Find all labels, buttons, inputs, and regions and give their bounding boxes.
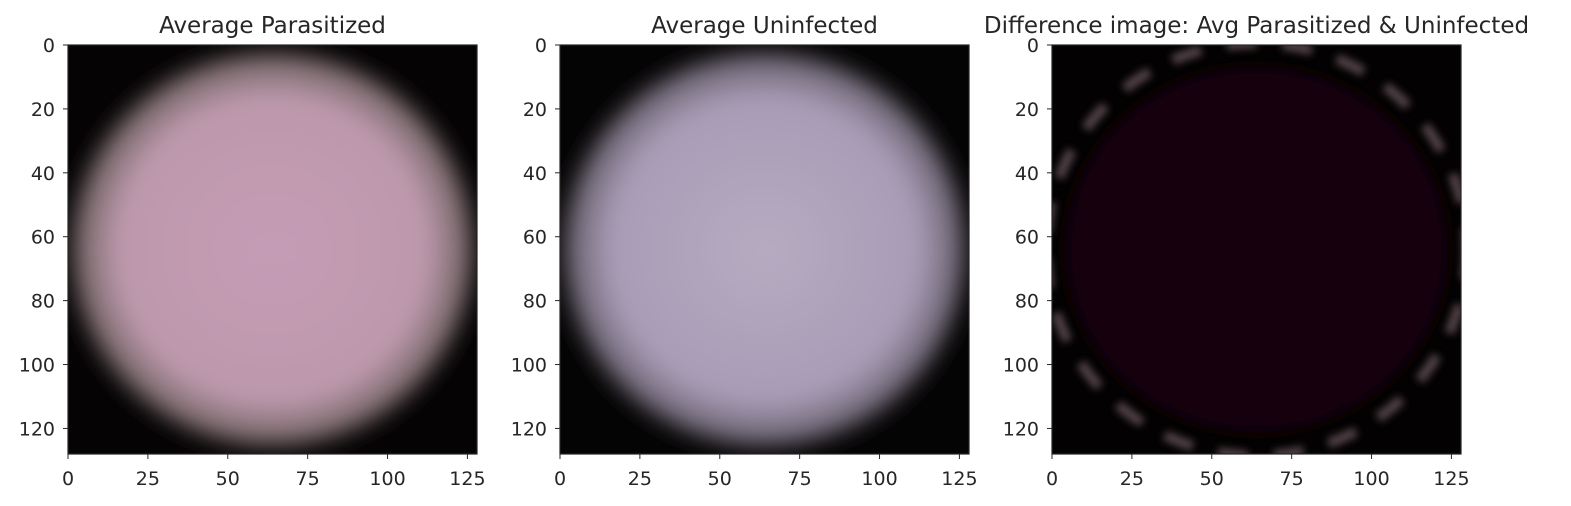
y-tick-label: 120 bbox=[511, 418, 547, 440]
cell-blob bbox=[560, 45, 969, 454]
x-tick-label: 25 bbox=[628, 468, 652, 490]
y-tick-label: 20 bbox=[31, 99, 55, 121]
axes-frame bbox=[67, 44, 478, 455]
panel-title: Difference image: Avg Parasitized & Unin… bbox=[984, 13, 1529, 39]
x-axis: 0 25 50 75 100 125 bbox=[62, 454, 486, 490]
x-axis: 0 25 50 75 100 125 bbox=[554, 454, 978, 490]
x-tick-label: 25 bbox=[136, 468, 160, 490]
panel-title: Average Parasitized bbox=[159, 13, 386, 39]
image-difference bbox=[1052, 45, 1461, 454]
difference-core bbox=[1065, 66, 1448, 433]
y-tick-label: 40 bbox=[1015, 163, 1039, 185]
y-tick-label: 60 bbox=[31, 227, 55, 249]
image-uninfected bbox=[560, 45, 969, 454]
y-tick-label: 0 bbox=[1027, 35, 1039, 57]
y-tick-label: 40 bbox=[523, 163, 547, 185]
y-tick-label: 100 bbox=[19, 355, 55, 377]
y-tick-label: 40 bbox=[31, 163, 55, 185]
y-tick-label: 80 bbox=[31, 291, 55, 313]
y-tick-label: 20 bbox=[1015, 99, 1039, 121]
y-tick-label: 60 bbox=[1015, 227, 1039, 249]
y-tick-label: 20 bbox=[523, 99, 547, 121]
panel-uninfected: Average Uninfected 0 25 50 75 100 125 0 20 40 60 80… bbox=[511, 13, 978, 490]
y-tick-label: 100 bbox=[511, 355, 547, 377]
x-tick-label: 100 bbox=[861, 468, 897, 490]
x-tick-label: 75 bbox=[296, 468, 320, 490]
y-tick-label: 100 bbox=[1003, 355, 1039, 377]
y-tick-label: 80 bbox=[523, 291, 547, 313]
x-axis: 0 25 50 75 100 125 bbox=[1046, 454, 1470, 490]
x-tick-label: 50 bbox=[1200, 468, 1224, 490]
cell-blob bbox=[68, 45, 477, 454]
y-tick-label: 0 bbox=[535, 35, 547, 57]
panel-title: Average Uninfected bbox=[651, 13, 878, 39]
x-tick-label: 125 bbox=[1433, 468, 1469, 490]
y-axis: 0 20 40 60 80 100 120 bbox=[511, 35, 560, 440]
x-tick-label: 0 bbox=[62, 468, 74, 490]
image-parasitized bbox=[68, 45, 477, 454]
x-tick-label: 125 bbox=[941, 468, 977, 490]
panel-parasitized: Average Parasitized 0 25 50 75 100 125 0 20 40 60 8… bbox=[19, 13, 486, 490]
y-tick-label: 0 bbox=[43, 35, 55, 57]
x-tick-label: 50 bbox=[708, 468, 732, 490]
x-tick-label: 0 bbox=[1046, 468, 1058, 490]
x-tick-label: 75 bbox=[1280, 468, 1304, 490]
x-tick-label: 25 bbox=[1120, 468, 1144, 490]
x-tick-label: 100 bbox=[369, 468, 405, 490]
x-tick-label: 0 bbox=[554, 468, 566, 490]
x-tick-label: 100 bbox=[1353, 468, 1389, 490]
x-tick-label: 50 bbox=[216, 468, 240, 490]
y-tick-label: 120 bbox=[19, 418, 55, 440]
axes-frame bbox=[1051, 44, 1462, 455]
y-tick-label: 120 bbox=[1003, 418, 1039, 440]
y-axis: 0 20 40 60 80 100 120 bbox=[1003, 35, 1052, 440]
y-axis: 0 20 40 60 80 100 120 bbox=[19, 35, 68, 440]
panel-difference: Difference image: Avg Parasitized & Unin… bbox=[984, 13, 1529, 490]
y-tick-label: 80 bbox=[1015, 291, 1039, 313]
x-tick-label: 75 bbox=[788, 468, 812, 490]
axes-frame bbox=[559, 44, 970, 455]
x-tick-label: 125 bbox=[449, 468, 485, 490]
y-tick-label: 60 bbox=[523, 227, 547, 249]
